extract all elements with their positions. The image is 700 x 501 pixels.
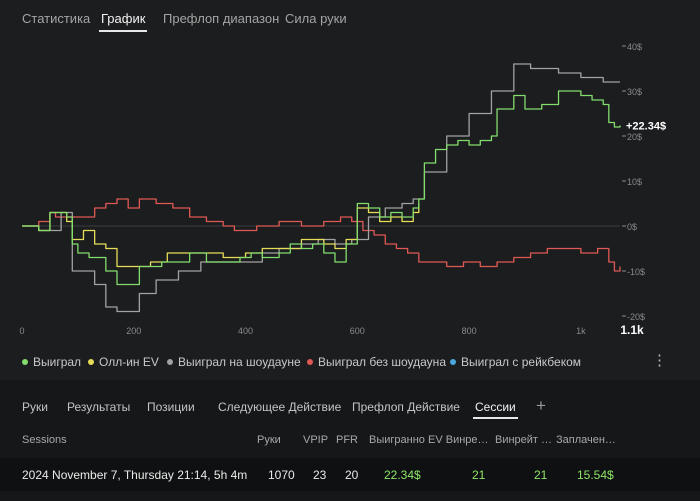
top-tabs: Статистика График Префлоп диапазон Сила … xyxy=(0,0,700,38)
x-tick-label: 800 xyxy=(462,326,477,336)
y-tick-label: 40$ xyxy=(627,42,642,52)
legend-item-won[interactable]: Выиграл xyxy=(22,355,81,369)
header-hands[interactable]: Руки xyxy=(257,434,281,446)
cell-vpip: 23 xyxy=(313,468,327,482)
cell-ev-winrate: 21 xyxy=(472,468,486,482)
x-tick-label: 600 xyxy=(350,326,365,336)
cell-winrate: 21 xyxy=(534,468,548,482)
legend-label: Выиграл xyxy=(33,355,82,369)
legend-dot xyxy=(88,359,94,365)
header-paid[interactable]: Заплачен… xyxy=(556,434,616,446)
cell-session: 2024 November 7, Thursday 21:14, 5h 4m xyxy=(22,468,248,482)
x-tick-label: 1k xyxy=(576,326,586,336)
legend-label: Олл-ин EV xyxy=(99,355,159,369)
series-line-3 xyxy=(22,198,621,272)
legend-item-won-no-showdown[interactable]: Выиграл без шоудауна xyxy=(307,355,446,369)
tab-hands[interactable]: Руки xyxy=(22,400,48,414)
legend-dot xyxy=(450,359,456,365)
legend-dot xyxy=(167,359,173,365)
current-value-label: +22.34$ xyxy=(626,120,666,132)
chart-area: 40$ 30$ 20$ 10$ 0$ -10$ -20$ 0 200 400 600 800 1k 1.1… xyxy=(0,38,700,340)
tab-positions[interactable]: Позиции xyxy=(147,400,195,414)
chart-legend: Выиграл Олл-ин EV Выиграл на шоудауне Вы… xyxy=(0,340,700,380)
tab-next-action[interactable]: Следующее Действие xyxy=(218,400,342,414)
cell-won: 22.34$ xyxy=(384,468,421,482)
profit-chart: 40$ 30$ 20$ 10$ 0$ -10$ -20$ 0 200 400 600 800 1k 1.1… xyxy=(19,42,666,337)
y-tick-label: -10$ xyxy=(627,267,645,277)
tab-sessions[interactable]: Сессии xyxy=(473,400,518,419)
tab-preflop-action[interactable]: Префлоп Действие xyxy=(352,400,460,414)
header-ev-winrate[interactable]: EV Винре… xyxy=(428,434,489,446)
legend-item-allin-ev[interactable]: Олл-ин EV xyxy=(88,355,159,369)
table-row[interactable]: 2024 November 7, Thursday 21:14, 5h 4m 1… xyxy=(0,458,700,491)
legend-label: Выиграл с рейкбеком xyxy=(461,355,582,369)
cell-hands: 1070 xyxy=(268,468,295,482)
tab-results[interactable]: Результаты xyxy=(67,400,131,414)
x-tick-label: 400 xyxy=(238,326,253,336)
series-line-2 xyxy=(22,63,620,313)
vertical-dots-icon[interactable]: ⋮ xyxy=(652,352,667,369)
legend-dot xyxy=(307,359,313,365)
legend-dot xyxy=(22,359,28,365)
legend-label: Выиграл на шоудауне xyxy=(178,355,301,369)
x-end-label: 1.1k xyxy=(620,323,644,337)
y-tick-label: 10$ xyxy=(627,177,642,187)
series-line-0 xyxy=(22,90,621,286)
legend-item-won-showdown[interactable]: Выиграл на шоудауне xyxy=(167,355,301,369)
bottom-panel: Руки Результаты Позиции Следующее Действ… xyxy=(0,380,700,501)
y-tick-label: 0$ xyxy=(627,222,637,232)
header-winrate[interactable]: Винрейт … xyxy=(495,434,553,446)
header-sessions[interactable]: Sessions xyxy=(22,434,67,446)
x-tick-label: 0 xyxy=(19,326,24,336)
y-tick-label: -20$ xyxy=(627,312,645,322)
legend-item-won-rakeback[interactable]: Выиграл с рейкбеком xyxy=(450,355,581,369)
add-tab-icon[interactable]: + xyxy=(536,396,546,415)
y-tick-label: 30$ xyxy=(627,87,642,97)
legend-label: Выиграл без шоудауна xyxy=(318,355,446,369)
x-tick-label: 200 xyxy=(126,326,141,336)
y-tick-label: 20$ xyxy=(627,132,642,142)
tab-graph[interactable]: График xyxy=(98,11,148,32)
tab-hand-strength[interactable]: Сила руки xyxy=(285,11,347,26)
tab-preflop-range[interactable]: Префлоп диапазон xyxy=(163,11,280,26)
tab-statistics[interactable]: Статистика xyxy=(22,11,91,26)
header-vpip[interactable]: VPIP xyxy=(303,434,329,446)
series-line-1 xyxy=(22,203,420,268)
header-won[interactable]: Выигранно xyxy=(369,434,425,446)
cell-paid: 15.54$ xyxy=(577,468,614,482)
cell-pfr: 20 xyxy=(345,468,359,482)
header-pfr[interactable]: PFR xyxy=(336,434,358,446)
